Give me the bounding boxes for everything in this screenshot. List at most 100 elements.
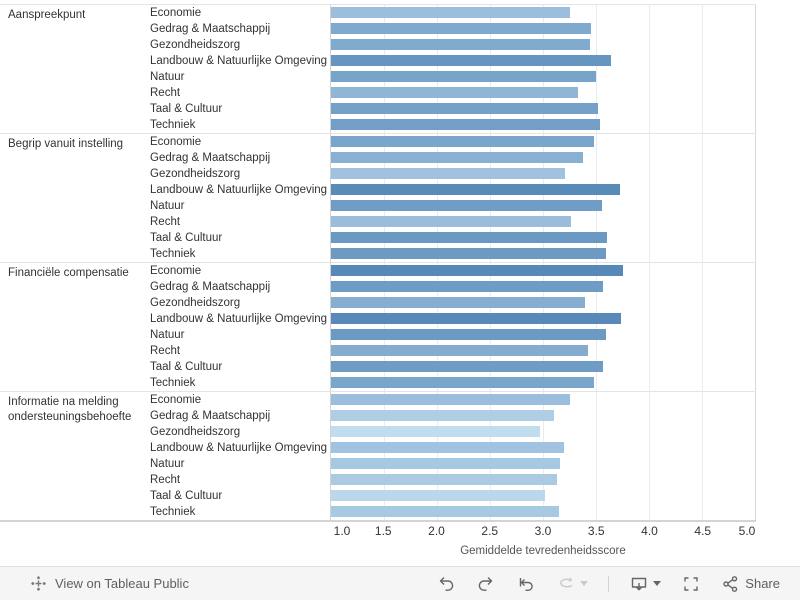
- row-label: Gedrag & Maatschappij: [150, 281, 271, 293]
- bar[interactable]: [331, 39, 590, 50]
- bar[interactable]: [331, 442, 565, 453]
- row-label: Gedrag & Maatschappij: [150, 152, 271, 164]
- plot-area: [330, 134, 756, 262]
- gridline: [649, 134, 650, 262]
- bar-chart: Aanspreekpunt Economie Gedrag & Maatschapp…: [0, 4, 756, 522]
- bar-row: [331, 53, 755, 69]
- category-label: Aanspreekpunt: [8, 9, 86, 21]
- bar-row: [331, 311, 755, 327]
- bar[interactable]: [331, 490, 546, 501]
- bar-row: [331, 69, 755, 85]
- bar[interactable]: [331, 232, 607, 243]
- gridline: [596, 134, 597, 262]
- row-label: Taal & Cultuur: [150, 361, 223, 373]
- gridline: [384, 134, 385, 262]
- gridline: [649, 263, 650, 391]
- bar[interactable]: [331, 329, 606, 340]
- reset-icon: [516, 574, 536, 594]
- bar[interactable]: [331, 184, 621, 195]
- row-label: Economie: [150, 7, 202, 19]
- x-axis-tick-label: 3.0: [534, 524, 552, 538]
- gridline: [543, 134, 544, 262]
- bar-row: [331, 408, 755, 424]
- plot-area: [330, 392, 756, 520]
- x-axis-tick-label: 4.5: [694, 524, 712, 538]
- gridline: [543, 392, 544, 520]
- bar[interactable]: [331, 345, 588, 356]
- view-on-tableau-public-link[interactable]: View on Tableau Public: [30, 575, 189, 592]
- bar[interactable]: [331, 248, 606, 259]
- bar[interactable]: [331, 458, 560, 469]
- download-button[interactable]: [629, 574, 662, 594]
- bar[interactable]: [331, 410, 554, 421]
- bar[interactable]: [331, 506, 559, 517]
- gridline: [437, 134, 438, 262]
- gridline: [437, 5, 438, 133]
- bar-row: [331, 392, 755, 408]
- bar[interactable]: [331, 7, 570, 18]
- bar[interactable]: [331, 23, 591, 34]
- bar-row: [331, 456, 755, 472]
- row-label: Landbouw & Natuurlijke Omgeving: [150, 184, 328, 196]
- bar[interactable]: [331, 71, 596, 82]
- undo-button[interactable]: [436, 574, 456, 594]
- bar[interactable]: [331, 136, 594, 147]
- view-on-tableau-public-label: View on Tableau Public: [55, 576, 189, 591]
- bar[interactable]: [331, 119, 601, 130]
- row-label: Techniek: [150, 506, 196, 518]
- row-label-column: Economie Gedrag & Maatschappij Gezondheids…: [142, 5, 330, 133]
- toolbar-actions: Share: [436, 574, 780, 594]
- gridline: [649, 392, 650, 520]
- category-group: Financiële compensatie Economie Gedrag & M…: [0, 262, 756, 391]
- gridline: [437, 263, 438, 391]
- x-axis-tick-label: 2.0: [428, 524, 445, 538]
- share-button[interactable]: Share: [721, 574, 780, 594]
- bar[interactable]: [331, 55, 611, 66]
- bar[interactable]: [331, 265, 623, 276]
- x-axis: 1.0 1.5 2.0 2.5 3.0 3.5 4.0 4.5 5.0 Gemiddelde t…: [330, 517, 756, 565]
- row-label: Taal & Cultuur: [150, 232, 223, 244]
- bar[interactable]: [331, 200, 603, 211]
- row-label: Recht: [150, 474, 181, 486]
- refresh-icon: [556, 574, 576, 594]
- x-axis-tick-label: 1.0: [333, 524, 351, 538]
- redo-icon: [476, 574, 496, 594]
- x-axis-tick-label: 5.0: [738, 524, 756, 538]
- bar[interactable]: [331, 297, 586, 308]
- bar[interactable]: [331, 281, 604, 292]
- row-label: Economie: [150, 265, 202, 277]
- row-label-column: Economie Gedrag & Maatschappij Gezondheids…: [142, 263, 330, 391]
- row-label: Gezondheidszorg: [150, 297, 241, 309]
- bar[interactable]: [331, 313, 622, 324]
- bar[interactable]: [331, 152, 584, 163]
- bar[interactable]: [331, 377, 594, 388]
- bar[interactable]: [331, 216, 571, 227]
- fullscreen-button[interactable]: [681, 574, 701, 594]
- x-axis-tick-label: 4.0: [641, 524, 658, 538]
- bar[interactable]: [331, 394, 570, 405]
- gridline: [384, 263, 385, 391]
- row-label: Techniek: [150, 248, 196, 260]
- gridline: [490, 5, 491, 133]
- bar[interactable]: [331, 87, 578, 98]
- bar[interactable]: [331, 168, 566, 179]
- bar[interactable]: [331, 361, 604, 372]
- bar[interactable]: [331, 474, 557, 485]
- x-axis-tick-label: 3.5: [587, 524, 605, 538]
- gridline: [490, 392, 491, 520]
- reset-button[interactable]: [516, 574, 536, 594]
- bar-row: [331, 375, 755, 391]
- row-label: Gezondheidszorg: [150, 426, 241, 438]
- bar-row: [331, 21, 755, 37]
- share-label: Share: [745, 576, 780, 591]
- redo-button[interactable]: [476, 574, 496, 594]
- bar[interactable]: [331, 426, 540, 437]
- row-label: Recht: [150, 87, 181, 99]
- category-label: Begrip vanuit instelling: [8, 138, 124, 150]
- bar[interactable]: [331, 103, 599, 114]
- category-group: Informatie na melding ondersteuningsbeho…: [0, 391, 756, 520]
- x-axis-title: Gemiddelde tevredenheidsscore: [460, 545, 626, 557]
- row-label: Natuur: [150, 329, 185, 341]
- refresh-button[interactable]: [556, 574, 589, 594]
- bar-row: [331, 182, 755, 198]
